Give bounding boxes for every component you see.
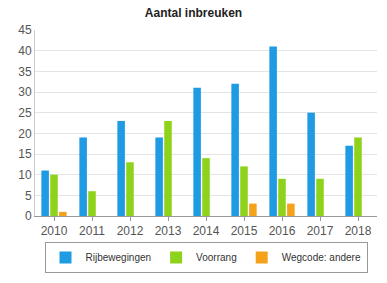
svg-text:40: 40 <box>18 44 32 58</box>
svg-text:0: 0 <box>25 209 32 223</box>
svg-text:Aantal inbreuken: Aantal inbreuken <box>145 6 242 20</box>
svg-text:35: 35 <box>18 65 32 79</box>
svg-text:20: 20 <box>18 127 32 141</box>
svg-text:2018: 2018 <box>345 224 372 238</box>
svg-text:Wegcode: andere: Wegcode: andere <box>282 252 361 263</box>
svg-text:2012: 2012 <box>117 224 144 238</box>
svg-text:Voorrang: Voorrang <box>196 252 237 263</box>
svg-text:5: 5 <box>25 189 32 203</box>
svg-text:2010: 2010 <box>41 224 68 238</box>
svg-text:2014: 2014 <box>193 224 220 238</box>
svg-text:25: 25 <box>18 106 32 120</box>
svg-text:2013: 2013 <box>155 224 182 238</box>
svg-text:15: 15 <box>18 147 32 161</box>
svg-text:10: 10 <box>18 168 32 182</box>
svg-text:2017: 2017 <box>307 224 334 238</box>
svg-text:45: 45 <box>18 23 32 37</box>
svg-text:30: 30 <box>18 85 32 99</box>
svg-text:2016: 2016 <box>269 224 296 238</box>
svg-text:2015: 2015 <box>231 224 258 238</box>
svg-text:Rijbewegingen: Rijbewegingen <box>86 252 152 263</box>
svg-text:2011: 2011 <box>79 224 105 238</box>
